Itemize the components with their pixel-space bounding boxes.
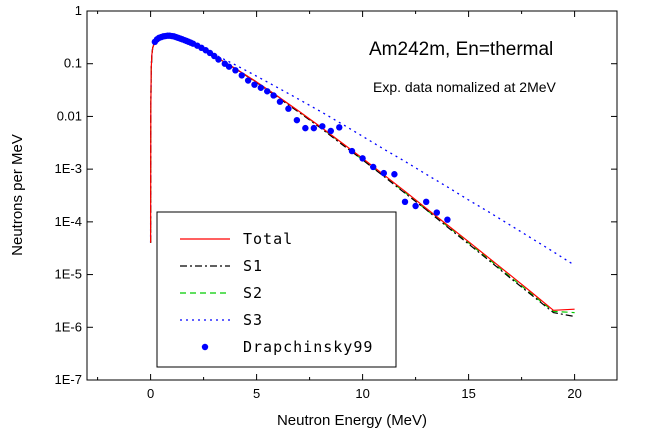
data-point: [211, 52, 218, 60]
x-tick-label: 20: [567, 386, 581, 401]
data-point: [225, 63, 233, 70]
y-tick-label: 1E-4: [55, 214, 82, 229]
y-tick-label: 0.01: [57, 108, 82, 123]
data-point: [276, 98, 284, 105]
data-point: [293, 116, 301, 124]
data-point: [270, 92, 277, 99]
data-point: [232, 67, 239, 74]
y-tick-label: 1E-6: [55, 319, 82, 334]
data-markers: [151, 32, 451, 223]
annotation-title: Am242m, En=thermal: [369, 39, 553, 60]
y-tick-label: 1E-7: [55, 372, 82, 387]
annotation-subtitle: Exp. data nomalized at 2MeV: [373, 79, 557, 95]
data-point: [310, 124, 318, 132]
data-point: [302, 124, 309, 132]
data-point: [444, 216, 451, 223]
data-point: [412, 202, 419, 210]
plot-frame: [86, 10, 618, 381]
y-axis-title: Neutrons per MeV: [9, 134, 26, 256]
legend-label-s2: S2: [243, 284, 263, 302]
data-point: [391, 171, 398, 178]
legend-swatch-drapchinsky99: [201, 343, 209, 351]
data-point: [257, 84, 265, 91]
legend-label-drapchinsky99: Drapchinsky99: [243, 338, 373, 356]
data-point: [285, 105, 292, 112]
data-point: [251, 81, 258, 88]
x-tick-label: 10: [355, 386, 369, 401]
data-point: [264, 88, 271, 95]
y-tick-label: 0.1: [64, 56, 82, 71]
legend: Total S1 S2 S3 Drapchinsky99: [156, 211, 397, 368]
data-point: [215, 56, 222, 63]
data-point: [238, 72, 245, 79]
x-tick-label: 5: [253, 386, 260, 401]
data-point: [244, 77, 252, 84]
y-tick-label: 1E-5: [55, 267, 82, 282]
data-point: [319, 123, 326, 130]
legend-box: [156, 211, 397, 368]
x-axis-title: Neutron Energy (MeV): [277, 412, 427, 429]
data-point: [370, 163, 377, 171]
y-tick-label: 1: [75, 3, 82, 18]
axis-ticks: 0 5 10 15 20 1 0.1 0.01 1E-3 1E-4 1E-5 1E-6 1E-7: [55, 3, 617, 401]
data-point: [401, 198, 409, 206]
data-point: [327, 127, 334, 135]
x-tick-label: 15: [461, 386, 475, 401]
legend-label-s1: S1: [243, 257, 263, 275]
legend-label-s3: S3: [243, 311, 263, 329]
data-point: [348, 147, 356, 155]
data-point: [336, 124, 343, 131]
data-point: [359, 155, 366, 162]
data-point: [433, 209, 440, 216]
y-tick-label: 1E-3: [55, 161, 82, 176]
data-point: [423, 198, 430, 206]
legend-label-total: Total: [243, 230, 293, 248]
x-tick-label: 0: [147, 386, 154, 401]
data-point: [380, 169, 387, 177]
